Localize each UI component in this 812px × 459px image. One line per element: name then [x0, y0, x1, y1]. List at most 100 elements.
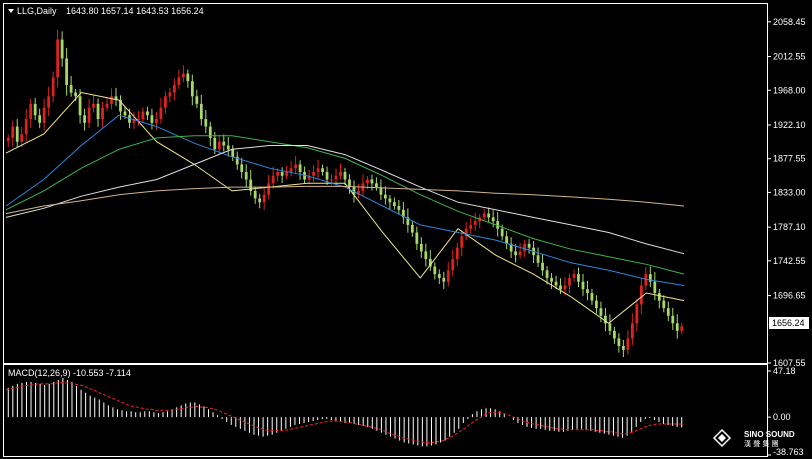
- candle-body: [675, 323, 679, 331]
- macd-tick-label: 0.00: [773, 412, 791, 422]
- candle-body: [235, 156, 239, 165]
- moving-average-line: [5, 91, 685, 324]
- candle-body: [294, 164, 298, 169]
- price-tick-label: 1787.10: [773, 222, 806, 232]
- candle-body: [87, 107, 91, 123]
- candle-body: [343, 171, 347, 180]
- candle-body: [181, 73, 185, 78]
- candle-body: [563, 285, 567, 290]
- candle-body: [419, 243, 423, 252]
- candle-body: [608, 323, 612, 331]
- candle-body: [146, 111, 149, 116]
- brand-diamond-icon: [712, 428, 732, 448]
- candle-body: [298, 164, 302, 172]
- candle-body: [110, 96, 113, 104]
- candle-body: [680, 326, 684, 331]
- candle-body: [505, 236, 509, 244]
- candle-body: [267, 183, 271, 195]
- macd-pane-frame: [3, 364, 768, 457]
- candle-body: [437, 274, 441, 278]
- ohlc-readout: 1643.80 1657.14 1643.53 1656.24: [66, 6, 204, 16]
- menu-triangle-icon[interactable]: [8, 9, 14, 13]
- current-price-label: 1656.24: [772, 318, 805, 328]
- candle-body: [150, 115, 154, 123]
- candle-body: [617, 338, 621, 347]
- candle-body: [325, 171, 329, 180]
- candle-body: [321, 168, 324, 172]
- price-plot: [6, 29, 684, 358]
- candle-body: [644, 274, 648, 286]
- candle-body: [164, 96, 167, 108]
- candle-body: [357, 190, 360, 195]
- candle-body: [657, 293, 661, 301]
- candle-body: [599, 308, 603, 316]
- macd-tick-label: 47.18: [773, 366, 796, 376]
- candle-body: [388, 198, 392, 203]
- candle-body: [96, 103, 100, 120]
- candle-body: [401, 209, 405, 218]
- candle-body: [392, 202, 396, 207]
- candle-body: [662, 300, 666, 309]
- candle-body: [496, 221, 500, 229]
- candle-body: [671, 315, 675, 324]
- candle-body: [65, 58, 69, 85]
- candle-body: [595, 300, 598, 309]
- candle-body: [280, 171, 284, 176]
- candle-body: [415, 232, 419, 244]
- candle-body: [514, 251, 518, 256]
- candle-body: [666, 308, 670, 316]
- candle-body: [33, 103, 37, 116]
- candle-body: [285, 171, 289, 176]
- price-tick-label: 1922.10: [773, 120, 806, 130]
- candle-body: [172, 84, 176, 93]
- candle-body: [523, 243, 526, 252]
- candle-body: [604, 315, 607, 324]
- candle-body: [433, 266, 437, 275]
- candle-body: [38, 115, 42, 123]
- candle-body: [226, 145, 230, 150]
- moving-average-line: [5, 135, 685, 275]
- brand-name: SINO SOUND: [744, 430, 795, 439]
- candle-body: [137, 119, 140, 121]
- candle-body: [348, 179, 351, 188]
- candle-body: [446, 270, 450, 282]
- candle-body: [590, 293, 594, 301]
- candle-body: [208, 126, 212, 138]
- candle-body: [460, 236, 464, 248]
- candle-body: [195, 96, 199, 104]
- candle-body: [545, 270, 549, 278]
- candle-body: [375, 183, 378, 188]
- candle-body: [451, 258, 455, 271]
- price-tick-label: 1742.55: [773, 256, 806, 266]
- candle-body: [29, 103, 33, 120]
- candle-body: [253, 190, 257, 199]
- candle-body: [15, 126, 19, 142]
- candle-body: [406, 217, 410, 225]
- candle-body: [6, 137, 10, 141]
- candle-body: [132, 119, 136, 123]
- candle-body: [56, 39, 60, 78]
- candle-body: [428, 258, 432, 267]
- price-tick-label: 1833.00: [773, 187, 806, 197]
- candle-body: [213, 137, 217, 150]
- candle-body: [105, 103, 109, 108]
- candle-body: [653, 281, 657, 294]
- candle-body: [541, 262, 544, 271]
- candle-body: [20, 134, 24, 142]
- candle-body: [303, 171, 306, 180]
- candle-body: [240, 164, 244, 172]
- candle-body: [518, 251, 522, 256]
- price-tick-label: 2012.55: [773, 52, 806, 62]
- candle-body: [141, 111, 145, 120]
- candle-body: [581, 281, 585, 290]
- candle-body: [527, 243, 531, 248]
- candle-body: [60, 39, 64, 59]
- candle-body: [312, 171, 315, 176]
- candle-body: [559, 285, 562, 290]
- candle-body: [626, 338, 630, 350]
- candle-body: [74, 92, 77, 97]
- candle-body: [410, 224, 414, 233]
- candle-body: [119, 100, 122, 112]
- candle-body: [42, 107, 46, 123]
- price-tick-label: 1696.65: [773, 291, 806, 301]
